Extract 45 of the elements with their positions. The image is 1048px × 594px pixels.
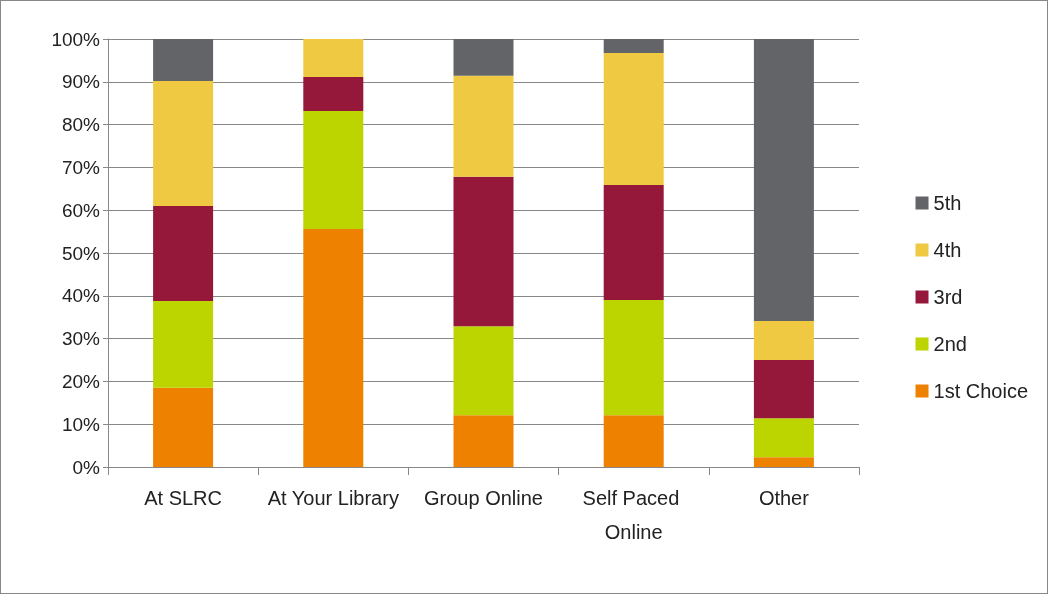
bar bbox=[753, 418, 814, 458]
y-tick-label: 10% bbox=[61, 413, 101, 435]
bar bbox=[753, 457, 814, 467]
y-tick-label: 100% bbox=[51, 28, 101, 50]
bar bbox=[603, 184, 664, 301]
bar bbox=[153, 39, 214, 81]
legend-label: 5th bbox=[933, 192, 962, 214]
bar bbox=[453, 75, 514, 177]
bar bbox=[603, 39, 664, 54]
bar bbox=[303, 110, 364, 230]
y-tick-label: 20% bbox=[61, 370, 101, 392]
bar bbox=[303, 229, 364, 467]
legend-label: 2nd bbox=[933, 333, 967, 355]
bar bbox=[603, 53, 664, 185]
bar bbox=[453, 39, 514, 76]
y-tick-label: 40% bbox=[61, 285, 101, 307]
y-tick-label: 30% bbox=[61, 328, 101, 350]
legend-label: 4th bbox=[933, 239, 962, 261]
y-tick-label: 50% bbox=[61, 242, 101, 264]
bar bbox=[453, 415, 514, 467]
bar bbox=[303, 77, 364, 111]
bar bbox=[453, 326, 514, 416]
bar bbox=[453, 176, 514, 327]
y-tick-label: 0% bbox=[72, 456, 101, 478]
bar bbox=[153, 300, 214, 388]
y-tick-label: 80% bbox=[61, 114, 101, 136]
y-tick-label: 60% bbox=[61, 199, 101, 221]
y-tick-label: 70% bbox=[61, 156, 101, 178]
bar bbox=[753, 321, 814, 360]
x-tick-label: At Your Library bbox=[267, 487, 399, 509]
bar bbox=[153, 387, 214, 467]
bar bbox=[753, 39, 814, 322]
bar bbox=[603, 300, 664, 416]
x-tick-label: At SLRC bbox=[144, 487, 223, 509]
x-tick-label: Self Paced Online bbox=[582, 487, 685, 543]
bar bbox=[153, 205, 214, 301]
legend-label: 1st Choice bbox=[933, 380, 1029, 402]
legend-label: 3rd bbox=[933, 286, 963, 308]
bar bbox=[153, 80, 214, 206]
bar bbox=[303, 39, 364, 78]
bar bbox=[753, 360, 814, 419]
y-tick-label: 90% bbox=[61, 71, 101, 93]
x-tick-label: Other bbox=[758, 487, 810, 509]
bar bbox=[603, 415, 664, 467]
x-tick-label: Group Online bbox=[424, 487, 543, 509]
